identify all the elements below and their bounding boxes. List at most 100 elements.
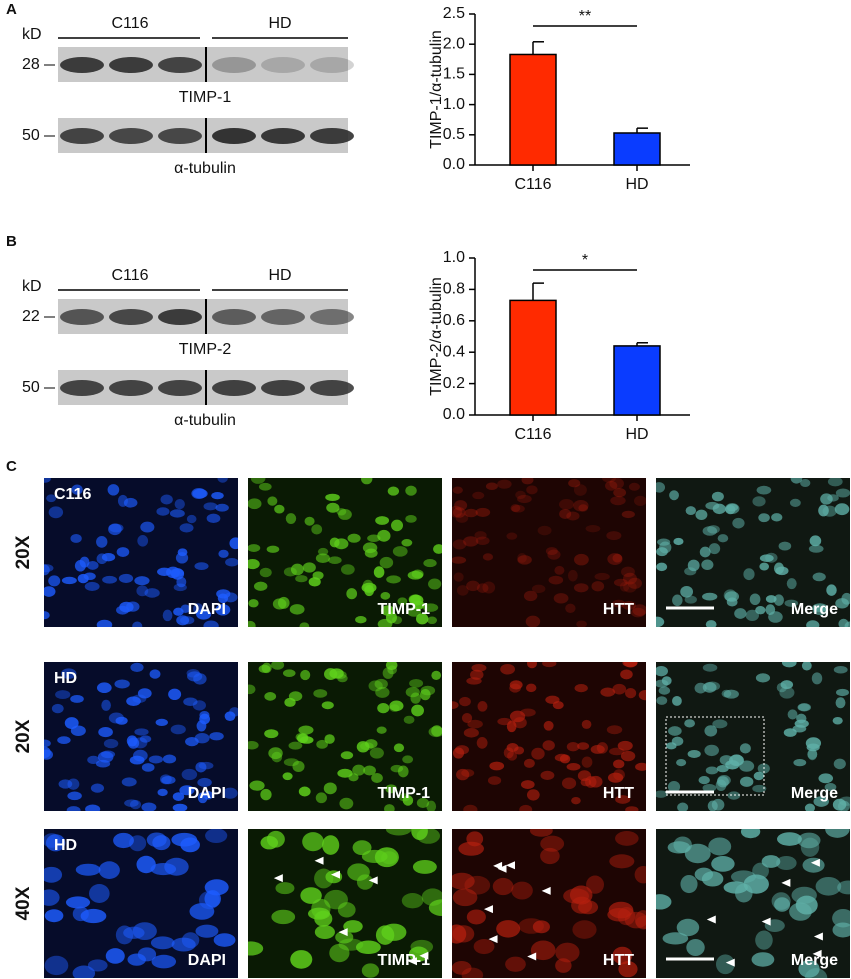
cell <box>781 662 797 668</box>
cell <box>164 857 189 876</box>
bar <box>613 132 661 166</box>
sample-label: HD <box>54 670 77 687</box>
arrowhead <box>725 958 735 967</box>
cell <box>521 478 534 485</box>
cell <box>179 785 195 796</box>
cell <box>755 930 773 950</box>
cell <box>786 578 797 590</box>
cell <box>300 669 311 681</box>
cell <box>155 718 168 727</box>
cell <box>136 585 149 597</box>
cell <box>752 784 767 793</box>
cell <box>268 747 283 760</box>
blot-band <box>310 380 354 396</box>
blot-band <box>158 57 202 73</box>
blot-band <box>60 128 104 144</box>
cell <box>804 803 815 811</box>
cell <box>60 668 77 679</box>
cell <box>367 534 381 542</box>
y-tick-label: 0.8 <box>443 281 465 298</box>
cell <box>813 796 829 807</box>
cell <box>162 754 177 764</box>
cell <box>634 910 646 930</box>
arrowhead <box>812 949 822 958</box>
cell <box>57 736 71 745</box>
cell <box>698 776 710 785</box>
cell <box>734 608 747 619</box>
cell <box>402 795 414 806</box>
cell <box>101 699 111 711</box>
cell <box>555 958 572 973</box>
cell <box>250 478 266 484</box>
cell <box>606 725 623 735</box>
cell <box>213 933 236 947</box>
cell <box>578 900 599 915</box>
cell <box>176 615 190 626</box>
cell <box>355 940 381 955</box>
arrowhead <box>813 932 823 941</box>
blot-band <box>212 57 256 73</box>
cell <box>752 862 769 880</box>
blot-name: α-tubulin <box>174 412 236 429</box>
cell <box>329 943 350 963</box>
cell <box>108 523 122 536</box>
bar <box>613 345 661 416</box>
cell <box>397 597 408 606</box>
cell <box>416 797 430 809</box>
cell <box>545 547 558 556</box>
cell <box>751 952 775 967</box>
cell <box>48 506 64 519</box>
cell <box>316 739 328 749</box>
cell <box>580 778 592 787</box>
cell <box>725 503 740 514</box>
cell <box>606 531 622 541</box>
group-label: HD <box>268 15 291 32</box>
cell <box>70 533 82 543</box>
cell <box>105 948 125 964</box>
cell <box>192 700 206 711</box>
cell <box>48 575 61 587</box>
cell <box>656 679 669 688</box>
cell <box>509 680 523 690</box>
cell <box>384 804 395 811</box>
blot-band <box>158 309 202 325</box>
cell <box>607 772 624 783</box>
blot-band <box>261 309 305 325</box>
cell <box>75 863 101 876</box>
cell <box>375 686 390 698</box>
arrowhead <box>314 856 324 865</box>
cell <box>298 786 311 797</box>
cell <box>523 758 535 768</box>
cell <box>403 715 415 724</box>
cell <box>477 701 488 712</box>
cell <box>677 802 689 811</box>
cell <box>44 955 69 976</box>
cell <box>601 478 616 483</box>
cell <box>134 728 149 736</box>
cell <box>107 484 120 496</box>
cell <box>497 479 512 489</box>
cell <box>517 553 527 563</box>
cell <box>452 960 472 975</box>
significance-label: * <box>582 252 588 269</box>
cell <box>452 539 467 550</box>
cell <box>573 583 589 593</box>
cell <box>368 680 383 692</box>
cells <box>248 478 442 627</box>
cell <box>711 798 725 811</box>
blot-band <box>158 380 202 396</box>
cell <box>130 662 144 672</box>
cell <box>363 765 376 776</box>
cell <box>702 663 718 672</box>
cell <box>500 664 515 675</box>
cell <box>505 956 526 972</box>
cell <box>96 553 108 565</box>
cell <box>716 764 729 773</box>
cell <box>553 593 569 604</box>
cell <box>70 725 86 736</box>
cell <box>669 490 679 501</box>
cell <box>454 500 468 511</box>
cell <box>427 616 438 625</box>
cell <box>65 896 91 909</box>
cell <box>431 670 442 680</box>
